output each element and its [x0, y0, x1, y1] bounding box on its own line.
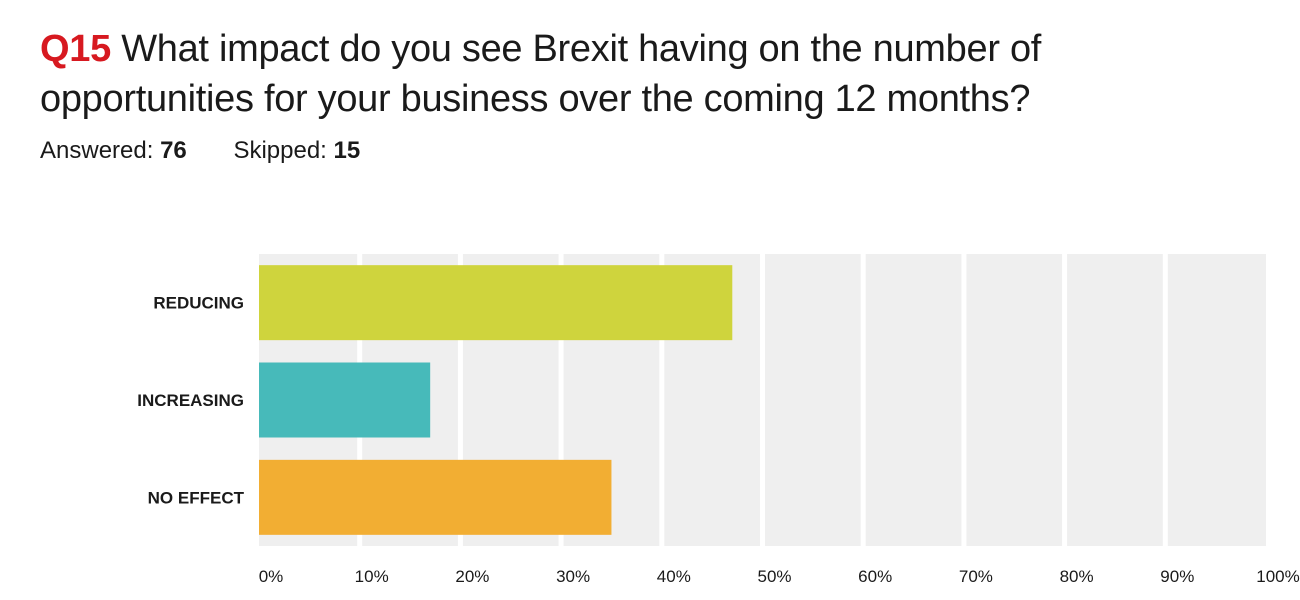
- x-tick-label: 20%: [455, 567, 489, 586]
- answered-label: Answered:: [40, 137, 154, 164]
- skipped-label: Skipped:: [233, 137, 327, 164]
- bar-no-effect: [259, 459, 612, 535]
- answered-count: 76: [160, 137, 187, 164]
- category-label: INCREASING: [137, 391, 244, 410]
- bar-increasing: [259, 362, 431, 438]
- x-tick-label: 30%: [556, 567, 590, 586]
- x-tick-labels: 0% 10% 20% 30% 40% 50% 60% 70% 80% 90% 100%: [259, 567, 1300, 586]
- x-tick-label: 60%: [858, 567, 892, 586]
- category-labels: REDUCING INCREASING NO EFFECT: [137, 294, 244, 508]
- question-number: Q15: [40, 28, 111, 70]
- skipped-stat: Skipped: 15: [233, 137, 360, 164]
- question-text: What impact do you see Brexit having on …: [40, 28, 1042, 120]
- question-title: Q15 What impact do you see Brexit having…: [40, 24, 1260, 124]
- category-label: REDUCING: [153, 294, 244, 313]
- x-tick-label: 40%: [657, 567, 691, 586]
- x-tick-label: 100%: [1256, 567, 1299, 586]
- response-stats: Answered: 76 Skipped: 15: [40, 136, 400, 166]
- x-tick-label: 90%: [1160, 567, 1194, 586]
- x-tick-label: 70%: [959, 567, 993, 586]
- skipped-count: 15: [333, 137, 361, 164]
- answered-stat: Answered: 76: [40, 137, 187, 164]
- x-tick-label: 0%: [259, 567, 284, 586]
- x-tick-label: 50%: [757, 567, 791, 586]
- bars: [259, 265, 733, 535]
- category-label: NO EFFECT: [148, 488, 245, 507]
- x-tick-label: 10%: [355, 567, 389, 586]
- x-tick-label: 80%: [1060, 567, 1094, 586]
- bar-reducing: [259, 265, 733, 341]
